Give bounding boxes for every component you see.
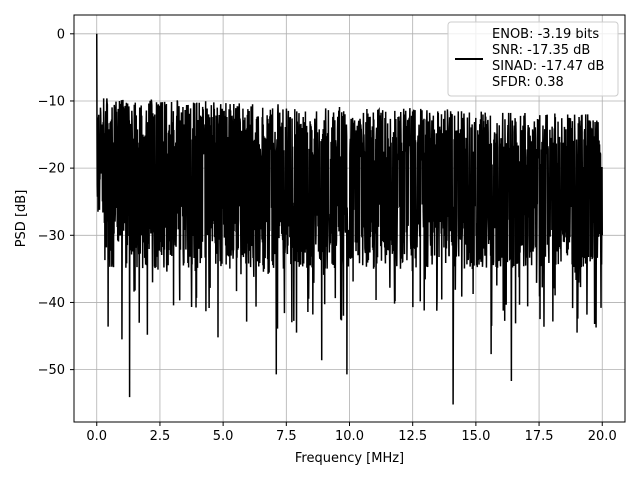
x-tick-label: 17.5	[525, 429, 554, 444]
x-tick-label: 10.0	[335, 429, 364, 444]
y-axis-title: PSD [dB]	[14, 190, 29, 248]
x-tick-label: 20.0	[588, 429, 617, 444]
legend-label-line-3: SINAD: -17.47 dB	[492, 59, 604, 74]
y-tick-label: −20	[38, 162, 65, 177]
x-tick-label: 5.0	[213, 429, 234, 444]
x-tick-label: 2.5	[150, 429, 171, 444]
y-tick-label: −40	[38, 296, 65, 311]
x-tick-label: 15.0	[461, 429, 490, 444]
legend-label-line-4: SFDR: 0.38	[492, 75, 564, 90]
x-axis-title: Frequency [MHz]	[295, 451, 404, 466]
x-tick-label: 0.0	[86, 429, 107, 444]
y-tick-label: −50	[38, 363, 65, 378]
y-tick-label: −10	[38, 94, 65, 109]
y-axis: 0 −10 −20 −30 −40 −50	[38, 27, 74, 378]
psd-series-line	[96, 33, 603, 405]
y-tick-label: 0	[57, 27, 65, 42]
y-tick-label: −30	[38, 229, 65, 244]
legend-label-line-1: ENOB: -3.19 bits	[492, 27, 599, 42]
legend: ENOB: -3.19 bits SNR: -17.35 dB SINAD: -…	[447, 21, 619, 97]
x-tick-label: 12.5	[398, 429, 427, 444]
legend-box	[447, 21, 619, 97]
x-axis: 0.0 2.5 5.0 7.5 10.0 12.5 15.0 17.5 20.0	[86, 422, 617, 444]
plot-area	[96, 33, 603, 405]
legend-label-line-2: SNR: -17.35 dB	[492, 43, 590, 58]
x-tick-label: 7.5	[276, 429, 297, 444]
